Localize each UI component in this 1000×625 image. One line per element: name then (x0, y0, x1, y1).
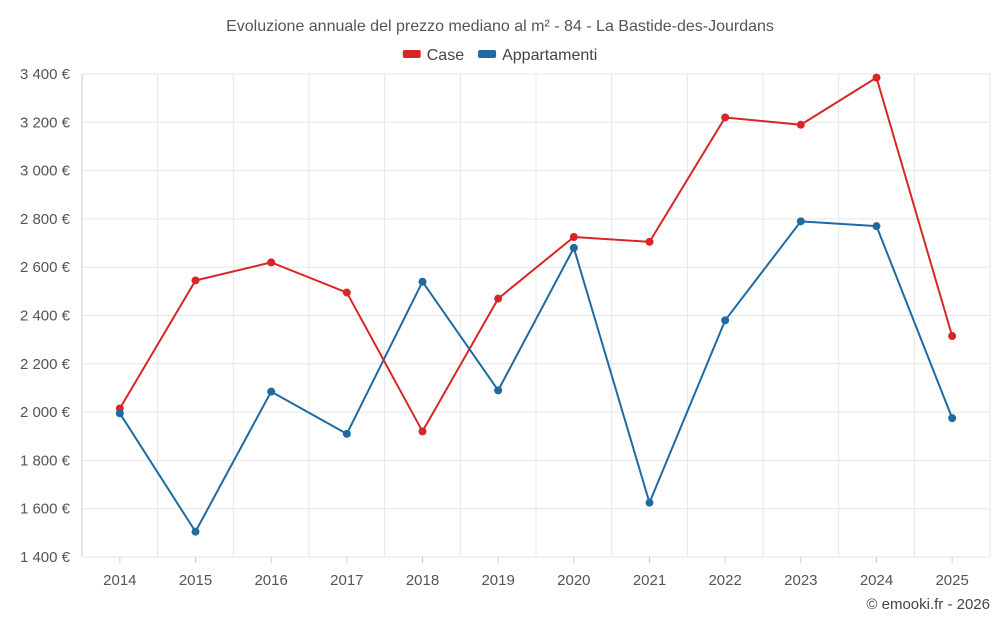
grid (81, 73, 991, 558)
x-tick-label: 2025 (935, 572, 968, 589)
x-tick-label: 2018 (406, 572, 439, 589)
x-tick-label: 2014 (103, 572, 136, 589)
data-point-appartamenti[interactable] (721, 316, 730, 325)
data-point-case[interactable] (872, 73, 881, 82)
x-tick-label: 2019 (481, 572, 514, 589)
data-point-case[interactable] (645, 237, 654, 246)
data-point-appartamenti[interactable] (948, 414, 957, 423)
data-point-appartamenti[interactable] (494, 386, 503, 395)
legend-swatch (478, 50, 497, 58)
y-tick-label: 3 000 € (20, 163, 71, 180)
y-tick-label: 3 400 € (20, 66, 71, 83)
x-axis: 2014 2015 2016 2017 2018 2019 2020 2021 2022 2023… (103, 557, 969, 589)
y-tick-label: 1 600 € (20, 501, 71, 518)
series-line-case (118, 76, 954, 433)
data-point-appartamenti[interactable] (267, 387, 276, 396)
data-point-case[interactable] (191, 276, 200, 285)
x-tick-label: 2016 (254, 572, 287, 589)
y-tick-label: 1 400 € (20, 549, 71, 566)
data-point-appartamenti[interactable] (418, 277, 427, 286)
chart-title: Evoluzione annuale del prezzo mediano al… (226, 18, 774, 35)
legend-label: Appartamenti (502, 47, 597, 64)
legend-item-case[interactable]: Case (402, 47, 464, 64)
y-tick-label: 2 000 € (20, 404, 71, 421)
data-point-case[interactable] (569, 233, 578, 242)
data-point-case[interactable] (418, 427, 427, 436)
data-point-appartamenti[interactable] (796, 217, 805, 226)
data-point-appartamenti[interactable] (872, 222, 881, 231)
data-point-case[interactable] (342, 288, 351, 297)
data-point-case[interactable] (948, 332, 957, 341)
data-point-appartamenti[interactable] (191, 527, 200, 536)
y-tick-label: 2 200 € (20, 356, 71, 373)
x-tick-label: 2023 (784, 572, 817, 589)
series-line-appartamenti (118, 220, 954, 533)
chart-credit: © emooki.fr - 2026 (866, 596, 990, 613)
x-tick-label: 2021 (633, 572, 666, 589)
y-axis: 1 400 € 1 600 € 1 800 € 2 000 € 2 200 € 2 400… (20, 66, 83, 566)
y-tick-label: 2 400 € (20, 308, 71, 325)
series-layer (115, 73, 957, 536)
data-point-appartamenti[interactable] (115, 409, 124, 418)
x-tick-label: 2020 (557, 572, 590, 589)
data-point-appartamenti[interactable] (645, 498, 654, 507)
y-tick-label: 2 600 € (20, 259, 71, 276)
x-tick-label: 2017 (330, 572, 363, 589)
data-point-appartamenti[interactable] (342, 429, 351, 438)
x-tick-label: 2015 (179, 572, 212, 589)
data-point-case[interactable] (721, 113, 730, 122)
legend-swatch (402, 50, 421, 58)
x-tick-label: 2024 (860, 572, 893, 589)
legend-item-appartamenti[interactable]: Appartamenti (478, 47, 597, 64)
data-point-case[interactable] (267, 258, 276, 267)
legend: Case Appartamenti (402, 47, 597, 64)
y-tick-label: 1 800 € (20, 452, 71, 469)
data-point-case[interactable] (494, 294, 503, 303)
x-tick-label: 2022 (708, 572, 741, 589)
y-tick-label: 2 800 € (20, 211, 71, 228)
y-tick-label: 3 200 € (20, 114, 71, 131)
legend-label: Case (427, 47, 464, 64)
data-point-appartamenti[interactable] (569, 243, 578, 252)
data-point-case[interactable] (796, 120, 805, 129)
